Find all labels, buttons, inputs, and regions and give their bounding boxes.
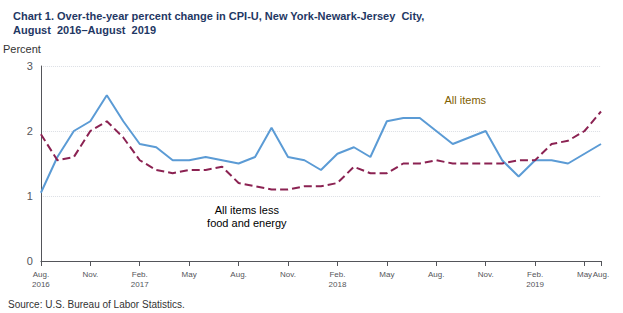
svg-text:2019: 2019 xyxy=(526,280,544,289)
svg-text:Nov.: Nov. xyxy=(82,270,98,279)
svg-text:May: May xyxy=(182,270,197,279)
svg-text:2018: 2018 xyxy=(329,280,347,289)
svg-text:Source: U.S. Bureau of Labor S: Source: U.S. Bureau of Labor Statistics. xyxy=(8,299,185,310)
svg-text:Nov.: Nov. xyxy=(478,270,494,279)
svg-text:Aug.: Aug. xyxy=(230,270,246,279)
svg-text:food and energy: food and energy xyxy=(207,217,287,229)
svg-text:May: May xyxy=(379,270,394,279)
svg-text:May: May xyxy=(577,270,592,279)
svg-text:2: 2 xyxy=(27,125,33,137)
svg-text:Nov.: Nov. xyxy=(280,270,296,279)
svg-text:Aug.: Aug. xyxy=(593,270,609,279)
svg-text:All items less: All items less xyxy=(215,204,280,216)
svg-text:Chart 1. Over-the-year percent: Chart 1. Over-the-year percent change in… xyxy=(13,10,424,22)
svg-text:0: 0 xyxy=(27,255,33,267)
svg-text:Aug.: Aug. xyxy=(33,270,49,279)
svg-text:1: 1 xyxy=(27,190,33,202)
svg-text:2017: 2017 xyxy=(131,280,149,289)
svg-text:Feb.: Feb. xyxy=(132,270,148,279)
svg-text:Percent: Percent xyxy=(3,43,41,55)
svg-text:3: 3 xyxy=(27,60,33,72)
svg-text:Feb.: Feb. xyxy=(527,270,543,279)
svg-text:August 2016–August 2019: August 2016–August 2019 xyxy=(13,24,156,36)
svg-text:Aug.: Aug. xyxy=(428,270,444,279)
svg-text:Feb.: Feb. xyxy=(329,270,345,279)
svg-text:2016: 2016 xyxy=(32,280,50,289)
svg-text:All items: All items xyxy=(445,94,487,106)
